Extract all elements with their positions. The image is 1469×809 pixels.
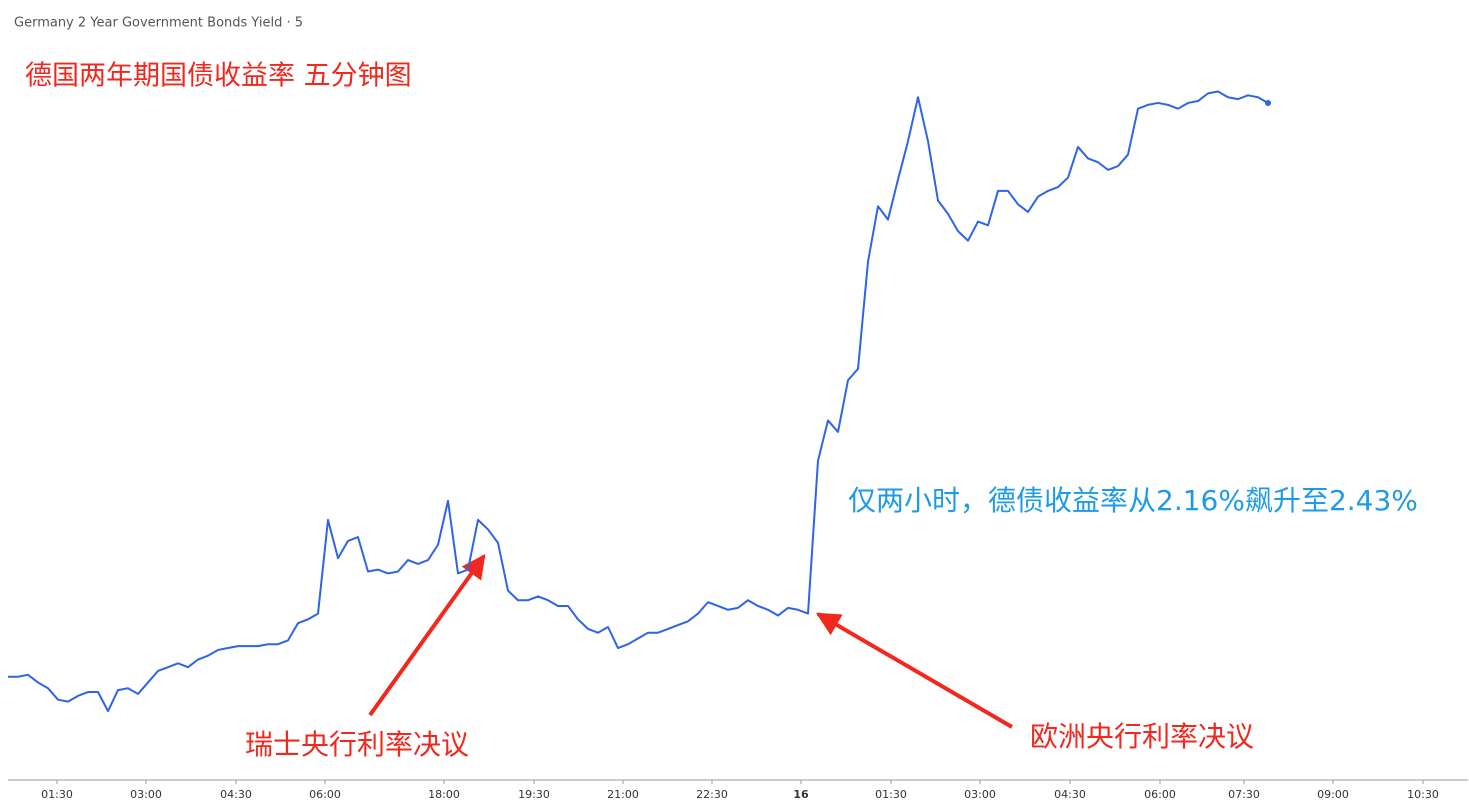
chart-title: Germany 2 Year Government Bonds Yield · … bbox=[14, 16, 303, 31]
x-tick-label: 01:30 bbox=[875, 788, 907, 801]
x-tick-label: 18:00 bbox=[428, 788, 460, 801]
x-tick-label: 04:30 bbox=[220, 788, 252, 801]
annotation: 欧洲央行利率决议 bbox=[1030, 720, 1254, 753]
line bbox=[8, 90, 1269, 713]
x-tick-label: 22:30 bbox=[696, 788, 728, 801]
x-tick-label: 06:00 bbox=[1144, 788, 1176, 801]
last-point bbox=[1265, 99, 1271, 106]
annotation: 德国两年期国债收益率 五分钟图 bbox=[25, 61, 412, 92]
x-tick-label: 01:30 bbox=[41, 788, 73, 801]
annotation: 仅两小时，德债收益率从2.16%飙升至2.43% bbox=[848, 484, 1418, 517]
x-tick-label: 19:30 bbox=[518, 788, 550, 801]
arrow bbox=[815, 612, 1014, 729]
x-tick-label: 03:00 bbox=[964, 788, 996, 801]
x-tick-label: 03:00 bbox=[130, 788, 162, 801]
x-tick-label: 09:00 bbox=[1317, 788, 1349, 801]
x-tick-label: 04:30 bbox=[1054, 788, 1086, 801]
x-tick-label: 07:30 bbox=[1228, 788, 1260, 801]
arrow bbox=[368, 554, 486, 717]
annotation: 瑞士央行利率决议 bbox=[245, 728, 469, 761]
x-tick-label: 06:00 bbox=[309, 788, 341, 801]
x-tick-label: 10:30 bbox=[1407, 788, 1439, 801]
x-tick-label: 16 bbox=[793, 788, 809, 801]
x-tick-label: 21:00 bbox=[607, 788, 639, 801]
